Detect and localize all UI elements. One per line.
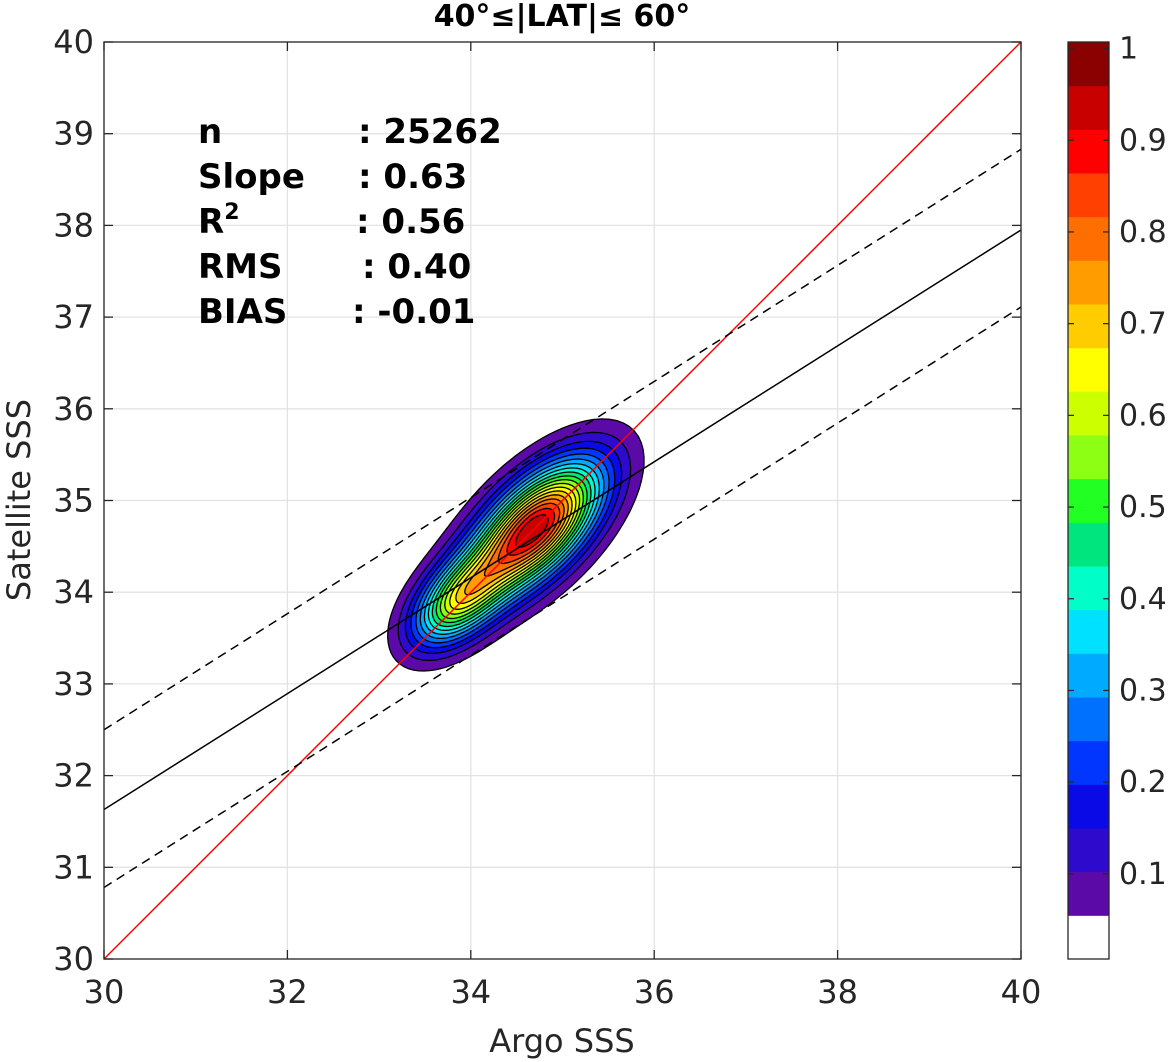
y-tick-label: 33 — [53, 665, 94, 703]
stat-label: R2 — [198, 200, 240, 242]
x-tick-label: 30 — [84, 973, 125, 1011]
colorbar-segment — [1068, 784, 1109, 829]
stat-value: : 0.40 — [362, 247, 471, 287]
colorbar-segment — [1068, 828, 1109, 873]
colorbar-segment — [1068, 304, 1109, 349]
stat-label: Slope — [198, 157, 305, 197]
colorbar-tick-label: 1 — [1119, 32, 1138, 67]
colorbar-segment — [1068, 697, 1109, 742]
colorbar-segment — [1068, 653, 1109, 698]
y-axis-label: Satellite SSS — [0, 399, 38, 601]
colorbar: 0.1 0.2 0.3 0.4 0.5 0.6 0.7 0.8 0.9 1 — [1067, 32, 1167, 960]
colorbar-tick-label: 0.6 — [1119, 398, 1167, 433]
colorbar-segment — [1068, 609, 1109, 654]
x-tick-label: 32 — [267, 973, 308, 1011]
fit-line — [104, 229, 1021, 811]
colorbar-segment — [1068, 42, 1109, 87]
colorbar-tick-label: 0.8 — [1119, 215, 1167, 250]
colorbar-tick-label: 0.7 — [1119, 307, 1167, 342]
stat-label: BIAS — [198, 292, 287, 332]
colorbar-segment — [1068, 740, 1109, 785]
y-tick-label: 36 — [53, 390, 94, 428]
regression-lines — [104, 42, 1021, 959]
colorbar-tick-label: 0.3 — [1119, 673, 1167, 708]
colorbar-segment — [1068, 435, 1109, 480]
y-tick-label: 37 — [53, 298, 94, 336]
colorbar-segment — [1068, 216, 1109, 261]
axes: 30 32 34 36 38 40 30 31 32 33 34 35 36 37 38 39 40 — [53, 23, 1041, 1011]
y-tick-label: 40 — [53, 23, 94, 61]
y-tick-label: 38 — [53, 206, 94, 244]
y-tick-label: 32 — [53, 757, 94, 795]
stat-value: : 0.63 — [358, 157, 467, 197]
y-tick-label: 34 — [53, 573, 94, 611]
colorbar-segment — [1068, 391, 1109, 436]
x-tick-label: 34 — [450, 973, 491, 1011]
colorbar-segment — [1068, 260, 1109, 305]
y-tick-label: 30 — [53, 940, 94, 978]
stat-value: : 25262 — [358, 112, 502, 152]
stat-value: : 0.56 — [356, 202, 465, 242]
stats-box: n : 25262 Slope : 0.63 R2 : 0.56 RMS : 0.40 BIAS… — [198, 112, 502, 332]
x-tick-label: 36 — [634, 973, 675, 1011]
colorbar-segment — [1068, 522, 1109, 567]
chart-title: 40°≤|LAT|≤ 60° — [434, 0, 691, 34]
colorbar-segment — [1068, 347, 1109, 392]
colorbar-segment — [1068, 129, 1109, 174]
y-tick-label: 31 — [53, 848, 94, 886]
colorbar-tick-label: 0.2 — [1119, 765, 1167, 800]
colorbar-segment — [1068, 173, 1109, 218]
x-tick-label: 38 — [817, 973, 858, 1011]
colorbar-frame — [1067, 41, 1110, 960]
colorbar-tick-label: 0.9 — [1119, 123, 1167, 158]
colorbar-tick-label: 0.4 — [1119, 582, 1167, 617]
colorbar-segment — [1068, 566, 1109, 611]
colorbar-tick-label: 0.1 — [1119, 857, 1167, 892]
one-to-one-line — [104, 42, 1021, 959]
rms-bound-line — [104, 306, 1021, 889]
stat-label: RMS — [198, 247, 283, 287]
colorbar-segment — [1068, 915, 1109, 960]
stat-label: n — [198, 112, 222, 152]
colorbar-tick-label: 0.5 — [1119, 490, 1167, 525]
y-tick-label: 35 — [53, 482, 94, 520]
x-tick-label: 40 — [1001, 973, 1042, 1011]
colorbar-segment — [1068, 478, 1109, 523]
stat-value: : -0.01 — [352, 292, 475, 332]
y-tick-label: 39 — [53, 115, 94, 153]
colorbar-segment — [1068, 85, 1109, 130]
colorbar-segment — [1068, 871, 1109, 916]
rms-bound-line — [104, 148, 1021, 731]
x-axis-label: Argo SSS — [489, 1022, 634, 1060]
